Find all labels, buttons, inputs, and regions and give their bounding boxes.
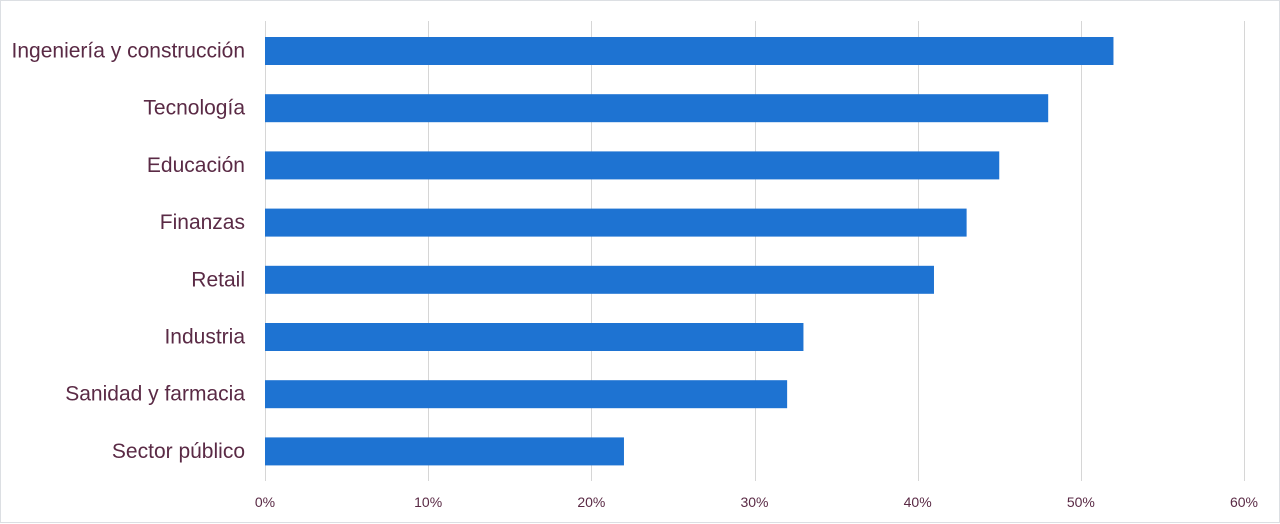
x-axis-tick-labels: 0% 10% 20% 30% 40% 50% 60%	[255, 494, 1258, 510]
bar	[265, 265, 934, 294]
category-label: Finanzas	[160, 211, 245, 234]
category-labels: Ingeniería y construcción Tecnología Educa…	[12, 40, 246, 463]
x-tick-label: 0%	[255, 494, 275, 510]
category-label: Retail	[191, 268, 245, 291]
bar	[265, 323, 804, 351]
bar	[265, 94, 1049, 123]
x-tick-label: 40%	[904, 494, 932, 510]
bar	[265, 208, 967, 237]
bar	[265, 437, 624, 466]
bar	[265, 37, 1114, 65]
x-tick-label: 50%	[1067, 494, 1095, 510]
x-tick-label: 20%	[577, 494, 605, 510]
bars	[265, 37, 1114, 466]
category-label: Industria	[164, 326, 245, 349]
x-tick-label: 10%	[414, 494, 442, 510]
category-label: Ingeniería y construcción	[12, 40, 245, 63]
category-label: Educación	[147, 154, 245, 177]
category-label: Tecnología	[143, 97, 245, 120]
x-tick-label: 30%	[740, 494, 768, 510]
category-label: Sanidad y farmacia	[65, 383, 245, 406]
x-tick-label: 60%	[1230, 494, 1258, 510]
category-label: Sector público	[112, 440, 245, 463]
bar	[265, 151, 1000, 180]
bar	[265, 380, 788, 409]
gridlines	[265, 21, 1245, 481]
